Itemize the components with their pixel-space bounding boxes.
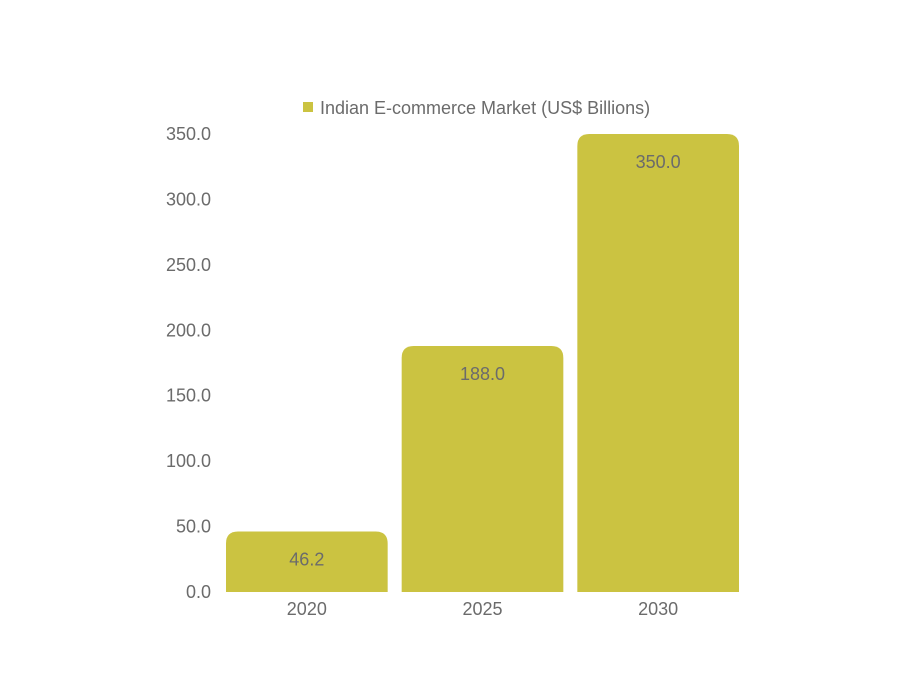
legend-swatch (303, 102, 313, 112)
bars (226, 134, 739, 592)
bar (577, 134, 739, 592)
y-tick-label: 200.0 (166, 320, 211, 340)
bar (401, 345, 564, 592)
y-tick-label: 0.0 (186, 582, 211, 602)
y-axis: 0.0 50.0 100.0 150.0 200.0 250.0 300.0 350.0 (166, 124, 211, 602)
legend: Indian E-commerce Market (US$ Billions) (303, 98, 650, 118)
data-label: 350.0 (636, 152, 681, 172)
y-tick-label: 300.0 (166, 189, 211, 209)
data-label: 188.0 (460, 364, 505, 384)
x-tick-label: 2025 (462, 599, 502, 619)
y-tick-label: 350.0 (166, 124, 211, 144)
x-tick-label: 2020 (287, 599, 327, 619)
legend-label: Indian E-commerce Market (US$ Billions) (320, 98, 650, 118)
y-tick-label: 150.0 (166, 386, 211, 406)
x-axis: 2020 2025 2030 (287, 599, 678, 619)
x-tick-label: 2030 (638, 599, 678, 619)
data-labels: 46.2 188.0 350.0 (289, 152, 680, 570)
y-tick-label: 50.0 (176, 517, 211, 537)
data-label: 46.2 (289, 550, 324, 570)
y-tick-label: 100.0 (166, 451, 211, 471)
y-tick-label: 250.0 (166, 255, 211, 275)
bar (226, 531, 388, 592)
